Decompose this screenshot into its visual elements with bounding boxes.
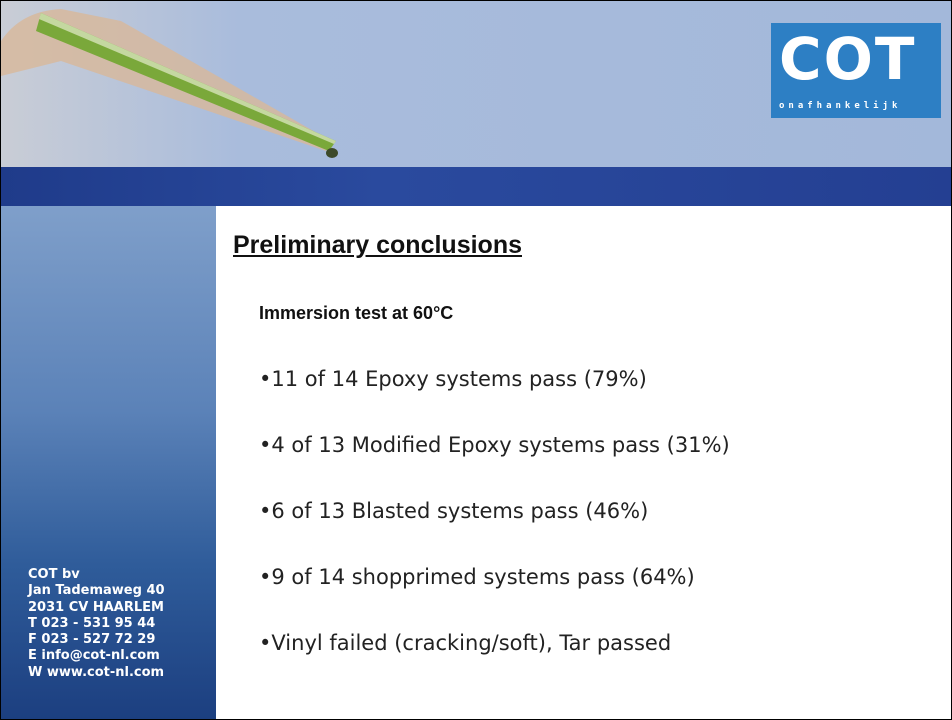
pipette-image bbox=[1, 1, 401, 171]
bullet-item: 6 of 13 Blasted systems pass (46%) bbox=[259, 499, 730, 565]
logo-tagline: onafhankelijk bbox=[779, 101, 901, 111]
address-line: E info@cot-nl.com bbox=[28, 648, 165, 664]
logo-name: COT bbox=[779, 25, 916, 93]
subtitle: Immersion test at 60°C bbox=[259, 303, 453, 324]
bullet-item: 11 of 14 Epoxy systems pass (79%) bbox=[259, 367, 730, 433]
slide-title: Preliminary conclusions bbox=[233, 231, 522, 260]
address-line: COT bv bbox=[28, 567, 165, 583]
address-line: Jan Tademaweg 40 bbox=[28, 583, 165, 599]
bullet-item: 9 of 14 shopprimed systems pass (64%) bbox=[259, 565, 730, 631]
slide: COT onafhankelijk COT bvJan Tademaweg 40… bbox=[0, 0, 952, 720]
address-line: W www.cot-nl.com bbox=[28, 665, 165, 681]
logo: COT onafhankelijk bbox=[771, 23, 941, 118]
bullet-list: 11 of 14 Epoxy systems pass (79%)4 of 13… bbox=[259, 367, 730, 697]
bullet-item: Vinyl failed (cracking/soft), Tar passed bbox=[259, 631, 730, 697]
title-band bbox=[1, 167, 951, 206]
address-line: F 023 - 527 72 29 bbox=[28, 632, 165, 648]
address-line: 2031 CV HAARLEM bbox=[28, 600, 165, 616]
address-line: T 023 - 531 95 44 bbox=[28, 616, 165, 632]
bullet-item: 4 of 13 Modified Epoxy systems pass (31%… bbox=[259, 433, 730, 499]
